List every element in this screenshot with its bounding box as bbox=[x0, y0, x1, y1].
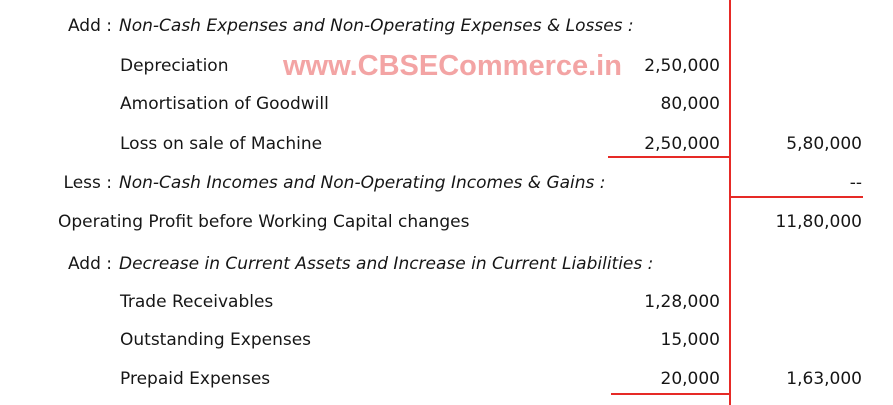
amount-outer-column: 11,80,000 bbox=[775, 212, 862, 232]
row-prefix: Add : bbox=[67, 16, 112, 36]
table-row-trade-receivables: Trade Receivables 1,28,000 bbox=[0, 289, 893, 315]
table-row-depreciation: Depreciation 2,50,000 bbox=[0, 53, 893, 79]
subtotal-underline-inner-top bbox=[608, 156, 729, 158]
row-label: Amortisation of Goodwill bbox=[120, 94, 329, 114]
table-row-loss-on-sale: Loss on sale of Machine 2,50,000 5,80,00… bbox=[0, 131, 893, 157]
table-row-add-noncash-expenses: Add : Non-Cash Expenses and Non-Operatin… bbox=[0, 13, 893, 39]
row-label: Loss on sale of Machine bbox=[120, 134, 323, 154]
amount-inner-column: 80,000 bbox=[660, 94, 720, 114]
table-row-prepaid-expenses: Prepaid Expenses 20,000 1,63,000 bbox=[0, 366, 893, 392]
amount-inner-column: 20,000 bbox=[660, 369, 720, 389]
amount-inner-column: 2,50,000 bbox=[644, 134, 720, 154]
table-row-less-noncash-incomes: Less : Non-Cash Incomes and Non-Operatin… bbox=[0, 170, 893, 196]
row-description: Non-Cash Incomes and Non-Operating Incom… bbox=[119, 173, 606, 193]
amount-outer-column: -- bbox=[849, 173, 862, 193]
row-label: Trade Receivables bbox=[120, 292, 274, 312]
table-row-outstanding-expenses: Outstanding Expenses 15,000 bbox=[0, 327, 893, 353]
amount-inner-column: 2,50,000 bbox=[644, 56, 720, 76]
row-label: Prepaid Expenses bbox=[120, 369, 271, 389]
amount-outer-column: 5,80,000 bbox=[786, 134, 862, 154]
subtotal-underline-inner-bottom bbox=[611, 393, 729, 395]
amount-inner-column: 1,28,000 bbox=[644, 292, 720, 312]
table-row-amortisation: Amortisation of Goodwill 80,000 bbox=[0, 91, 893, 117]
table-row-add-decrease-ca: Add : Decrease in Current Assets and Inc… bbox=[0, 251, 893, 277]
row-prefix: Add : bbox=[67, 254, 112, 274]
row-prefix: Less : bbox=[63, 173, 112, 193]
watermark: www.CBSECommerce.in bbox=[283, 50, 622, 82]
row-description: Decrease in Current Assets and Increase … bbox=[119, 254, 654, 274]
row-description: Non-Cash Expenses and Non-Operating Expe… bbox=[119, 16, 634, 36]
amount-inner-column: 15,000 bbox=[660, 330, 720, 350]
row-label: Depreciation bbox=[120, 56, 229, 76]
row-label: Operating Profit before Working Capital … bbox=[58, 212, 470, 232]
amount-outer-column: 1,63,000 bbox=[786, 369, 862, 389]
row-label: Outstanding Expenses bbox=[120, 330, 312, 350]
subtotal-underline-outer bbox=[729, 196, 863, 198]
column-divider-line bbox=[729, 0, 731, 405]
table-row-operating-profit: Operating Profit before Working Capital … bbox=[0, 209, 893, 235]
